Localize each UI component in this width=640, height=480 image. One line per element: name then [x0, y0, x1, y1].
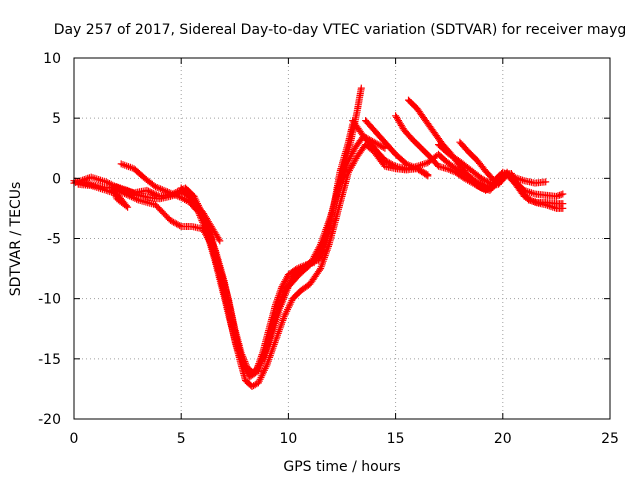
data-series	[74, 141, 432, 390]
x-tick-label: 5	[177, 431, 186, 447]
x-tick-label: 0	[70, 431, 79, 447]
x-tick-label: 15	[387, 431, 405, 447]
x-tick-label: 25	[601, 431, 619, 447]
y-tick-label: 10	[43, 51, 61, 67]
x-tick-label: 20	[494, 431, 512, 447]
chart-title: Day 257 of 2017, Sidereal Day-to-day VTE…	[54, 22, 627, 38]
data-markers	[362, 117, 432, 180]
y-tick-label: -15	[38, 352, 61, 368]
data-series	[70, 84, 365, 378]
data-markers	[70, 84, 365, 378]
data-series	[117, 120, 357, 381]
data-markers	[117, 120, 357, 381]
data-markers	[177, 184, 224, 245]
data-markers	[405, 96, 567, 208]
y-tick-label: -20	[38, 412, 61, 428]
y-axis-label: SDTVAR / TECUs	[8, 182, 24, 297]
data-series	[362, 117, 432, 180]
data-series	[405, 96, 567, 208]
data-series	[177, 184, 224, 245]
data-layer	[70, 84, 567, 390]
y-tick-label: 0	[52, 171, 61, 187]
grid	[74, 58, 610, 419]
x-tick-label: 10	[279, 431, 297, 447]
y-tick-label: -5	[47, 232, 61, 248]
y-tick-label: -10	[38, 292, 61, 308]
x-axis-label: GPS time / hours	[283, 459, 400, 475]
axis-ticks: 0 5 10 15 20 25 -20 -15 -10 -5 0 5 10	[38, 51, 619, 447]
data-markers	[74, 141, 432, 390]
y-tick-label: 5	[52, 111, 61, 127]
data-markers	[456, 138, 550, 187]
data-series	[456, 138, 550, 187]
